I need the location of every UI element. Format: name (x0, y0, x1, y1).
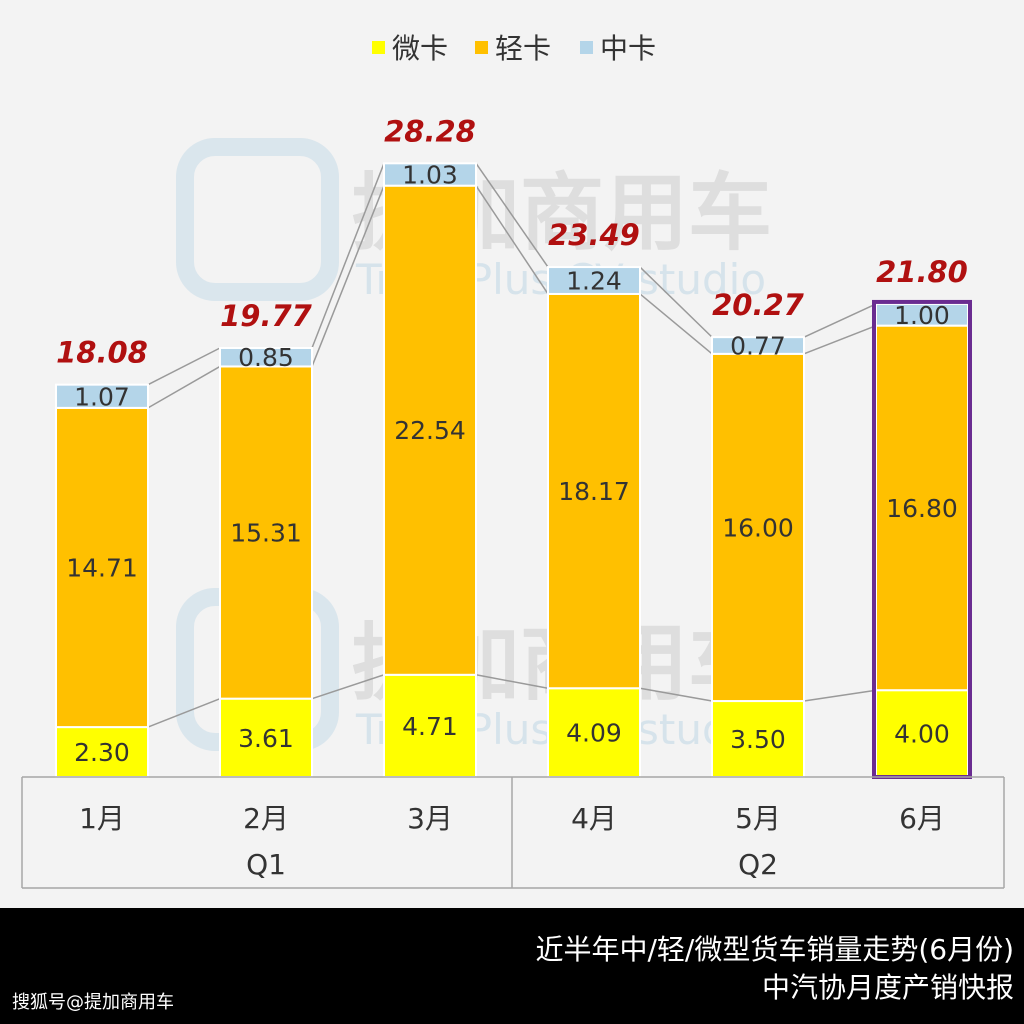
connector-line (803, 303, 877, 338)
data-label: 2.30 (74, 738, 130, 767)
data-label: 0.85 (238, 343, 294, 372)
bar-segment (711, 336, 805, 355)
connector-line (475, 674, 549, 689)
group-label: Q2 (738, 848, 778, 881)
data-label: 0.77 (730, 331, 786, 360)
connector-line (147, 697, 221, 728)
data-label: 4.09 (566, 719, 622, 748)
total-label: 23.49 (548, 218, 640, 252)
legend-swatch (580, 41, 593, 54)
bar-segment (875, 324, 969, 692)
bar-segment (711, 700, 805, 778)
data-label: 1.03 (402, 160, 458, 189)
footer-bar: 近半年中/轻/微型货车销量走势(6月份) 中汽协月度产销快报 搜狐号@提加商用车 (0, 908, 1024, 1024)
legend-swatch (475, 41, 488, 54)
connector-line (639, 293, 713, 355)
bar-segment (55, 726, 149, 779)
bar-segment (711, 352, 805, 703)
data-label: 1.24 (566, 267, 622, 296)
bar-segment (875, 689, 969, 779)
x-tick-label: 4月 (571, 802, 617, 835)
data-label: 1.00 (894, 301, 950, 330)
data-label: 4.00 (894, 720, 950, 749)
bar-segment (547, 687, 641, 779)
connector-line (311, 163, 385, 349)
total-label: 18.08 (56, 336, 148, 370)
connector-line (147, 365, 221, 409)
data-label: 16.80 (886, 494, 958, 523)
connector-line (147, 347, 221, 386)
x-tick-label: 1月 (79, 802, 125, 835)
x-tick-label: 6月 (899, 802, 945, 835)
bar-segment (547, 292, 641, 690)
footer-subtitle: 中汽协月度产销快报 (761, 971, 1014, 1004)
chart-area: 提加商用车TruckPlus CV studio提加商用车TruckPlus C… (21, 32, 1005, 889)
bar-segment (219, 365, 313, 700)
total-label: 19.77 (220, 299, 313, 333)
bar-segment (383, 162, 477, 187)
data-label: 3.50 (730, 725, 786, 754)
legend-label: 轻卡 (495, 32, 551, 65)
data-label: 18.17 (558, 477, 630, 506)
x-tick-label: 2月 (243, 802, 289, 835)
bar-segment (219, 346, 313, 368)
connector-line (475, 162, 549, 268)
data-label: 15.31 (230, 519, 302, 548)
connector-line (311, 674, 385, 700)
data-label: 22.54 (394, 416, 466, 445)
connector-line (639, 687, 713, 702)
legend-label: 中卡 (600, 32, 656, 65)
watermark-logo-1 (176, 138, 339, 301)
connector-line (475, 185, 549, 295)
data-label: 4.71 (402, 712, 458, 741)
group-label: Q1 (246, 848, 286, 881)
total-label: 28.28 (384, 114, 476, 148)
connector-line (803, 689, 877, 702)
bar-segment (55, 406, 149, 729)
total-label: 21.80 (876, 255, 968, 289)
data-label: 14.71 (66, 553, 138, 582)
connector-line (639, 266, 713, 338)
x-tick-label: 3月 (407, 802, 453, 835)
stacked-bar-chart: 提加商用车TruckPlus CV studio提加商用车TruckPlus C… (21, 32, 1005, 889)
bar-segment (547, 266, 641, 295)
connector-line (803, 324, 877, 355)
connector-line (311, 185, 385, 367)
data-label: 1.07 (74, 382, 130, 411)
x-tick-label: 5月 (735, 802, 781, 835)
total-label: 20.27 (712, 288, 805, 322)
legend-label: 微卡 (392, 32, 448, 65)
data-label: 16.00 (722, 513, 794, 542)
footer-title: 近半年中/轻/微型货车销量走势(6月份) (535, 933, 1014, 966)
legend-swatch (372, 41, 385, 54)
data-label: 3.61 (238, 724, 294, 753)
bar-segment (55, 383, 149, 409)
bar-segment (383, 184, 477, 676)
source-credit: 搜狐号@提加商用车 (12, 992, 174, 1013)
